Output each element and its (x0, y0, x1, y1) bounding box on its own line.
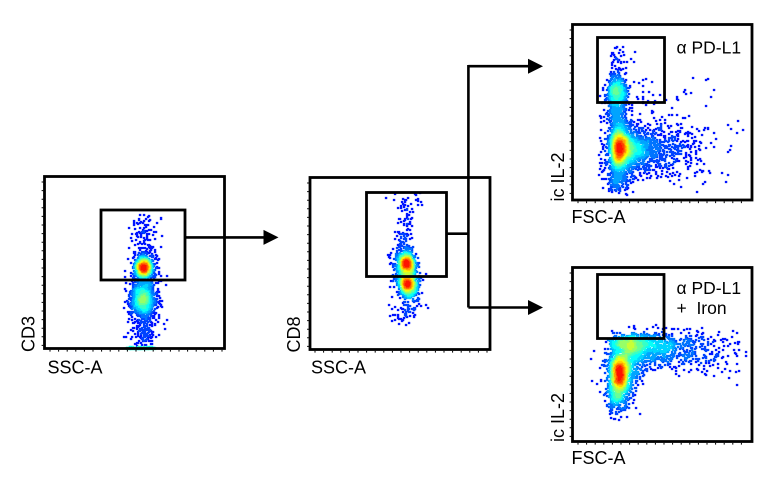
svg-text:SSC-A: SSC-A (311, 358, 366, 378)
svg-text:CD3: CD3 (19, 316, 39, 352)
svg-text:FSC-A: FSC-A (572, 207, 626, 227)
svg-text:SSC-A: SSC-A (48, 358, 103, 378)
svg-text:+ Iron: + Iron (677, 298, 727, 318)
svg-text:FSC-A: FSC-A (572, 448, 626, 468)
svg-text:CD8: CD8 (284, 316, 304, 352)
svg-text:ic IL-2: ic IL-2 (548, 393, 568, 442)
svg-text:α PD-L1: α PD-L1 (677, 38, 742, 58)
svg-text:ic IL-2: ic IL-2 (548, 152, 568, 201)
svg-text:α PD-L1: α PD-L1 (677, 278, 742, 298)
